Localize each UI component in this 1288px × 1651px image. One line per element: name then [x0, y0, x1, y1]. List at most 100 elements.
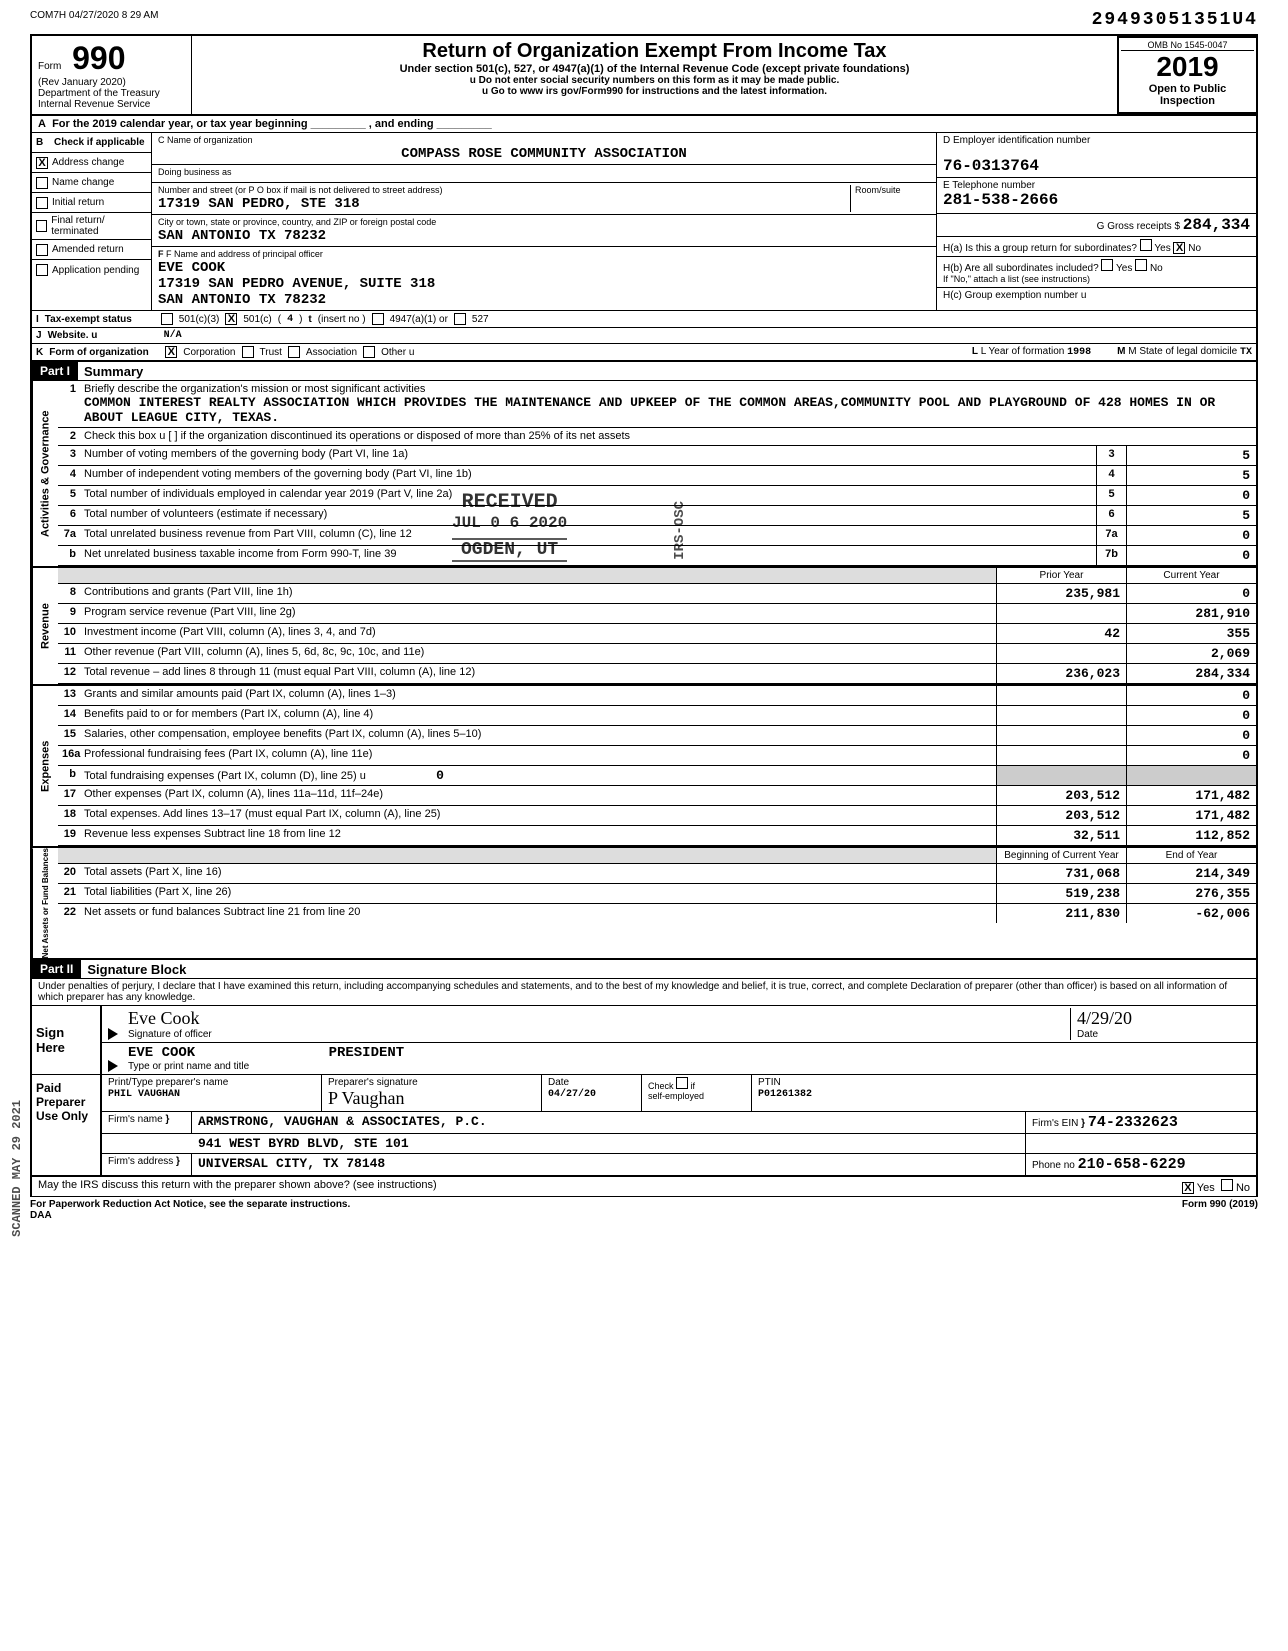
ha-no-cb[interactable]: X — [1173, 242, 1185, 254]
l14-curr: 0 — [1126, 706, 1256, 725]
cb-discuss-yes[interactable]: X — [1182, 1182, 1194, 1194]
state-domicile: TX — [1240, 347, 1252, 358]
firm-phone-label: Phone no — [1032, 1160, 1075, 1171]
cb-amended[interactable] — [36, 244, 48, 256]
sig-date: 4/29/20 — [1077, 1008, 1132, 1028]
sig-date-label: Date — [1077, 1029, 1098, 1040]
tax-year: 2019 — [1121, 51, 1254, 83]
form-org-label: Form of organization — [49, 347, 159, 358]
arrow-icon — [108, 1060, 118, 1072]
no-label: No — [1236, 1182, 1250, 1194]
dln: 29493051351U4 — [1092, 10, 1258, 30]
l16a-prior — [996, 746, 1126, 765]
stamp-ogden: OGDEN, UT — [452, 538, 567, 562]
l15-text: Salaries, other compensation, employee b… — [80, 726, 996, 745]
l8-text: Contributions and grants (Part VIII, lin… — [80, 584, 996, 603]
l12-prior: 236,023 — [996, 664, 1126, 683]
addr-label: Number and street (or P O box if mail is… — [158, 185, 442, 195]
hb-yes-cb[interactable] — [1101, 259, 1113, 271]
form-note1: u Do not enter social security numbers o… — [200, 75, 1109, 86]
preparer-signature: P Vaughan — [328, 1088, 405, 1108]
l7b-num: 7b — [1096, 546, 1126, 565]
l15-prior — [996, 726, 1126, 745]
l5-text: Total number of individuals employed in … — [80, 486, 1096, 505]
501c-num: 4 — [287, 314, 293, 325]
cb-label: Address change — [52, 157, 124, 168]
l10-text: Investment income (Part VIII, column (A)… — [80, 624, 996, 643]
form-note2: u Go to www irs gov/Form990 for instruct… — [200, 86, 1109, 97]
cb-label: Application pending — [52, 265, 139, 276]
other-label: Other u — [381, 347, 414, 358]
l7a-num: 7a — [1096, 526, 1126, 545]
l7b-text: Net unrelated business taxable income fr… — [80, 546, 1096, 565]
hb-no-cb[interactable] — [1135, 259, 1147, 271]
org-addr: 17319 SAN PEDRO, STE 318 — [158, 196, 360, 212]
cb-corp[interactable]: X — [165, 346, 177, 358]
stamp-irs-osc: IRS-OSC — [672, 501, 688, 560]
cb-address-change[interactable]: X — [36, 157, 48, 169]
check-if-applicable: B Check if applicable XAddress change Na… — [32, 133, 152, 310]
l11-prior — [996, 644, 1126, 663]
firm-phone: 210-658-6229 — [1078, 1156, 1186, 1173]
stamp-date: JUL 0 6 2020 — [452, 514, 567, 532]
l20-curr: 214,349 — [1126, 864, 1256, 883]
501c-label: 501(c) — [243, 314, 271, 325]
cb-label: Name change — [52, 177, 114, 188]
l7a-val: 0 — [1126, 526, 1256, 545]
self-employed-label: self-employed — [648, 1091, 704, 1101]
part2-title: Signature Block — [87, 962, 186, 977]
cb-assoc[interactable] — [288, 346, 300, 358]
l9-curr: 281,910 — [1126, 604, 1256, 623]
form-number: 990 — [72, 40, 125, 77]
no-label: No — [1188, 243, 1201, 254]
omb: OMB No 1545-0047 — [1121, 40, 1254, 51]
officer-name: EVE COOK — [158, 260, 225, 276]
l6-text: Total number of volunteers (estimate if … — [80, 506, 1096, 525]
l3-val: 5 — [1126, 446, 1256, 465]
l21-prior: 519,238 — [996, 884, 1126, 903]
ha-yes-cb[interactable] — [1140, 239, 1152, 251]
revenue-label: Revenue — [32, 568, 58, 684]
cb-trust[interactable] — [242, 346, 254, 358]
l5-val: 0 — [1126, 486, 1256, 505]
officer-title: PRESIDENT — [329, 1045, 405, 1061]
cb-label: Amended return — [52, 244, 124, 255]
cb-application-pending[interactable] — [36, 264, 48, 276]
preparer-date: 04/27/20 — [548, 1089, 596, 1100]
assoc-label: Association — [306, 347, 357, 358]
l22-text: Net assets or fund balances Subtract lin… — [80, 904, 996, 923]
year-formation: 1998 — [1067, 347, 1091, 358]
part1-header: Part I — [32, 362, 78, 380]
tax-status-label: Tax-exempt status — [45, 314, 155, 325]
l2-text: Check this box u [ ] if the organization… — [80, 428, 1256, 445]
cb-initial-return[interactable] — [36, 197, 48, 209]
cb-527[interactable] — [454, 313, 466, 325]
cb-501c3[interactable] — [161, 313, 173, 325]
cb-501c[interactable]: X — [225, 313, 237, 325]
part1-title: Summary — [84, 364, 143, 379]
l16b-prior-shaded — [996, 766, 1126, 785]
perjury-statement: Under penalties of perjury, I declare th… — [30, 979, 1258, 1006]
l11-curr: 2,069 — [1126, 644, 1256, 663]
gross-receipts: 284,334 — [1183, 216, 1250, 234]
cb-discuss-no[interactable] — [1221, 1179, 1233, 1191]
firm-name: ARMSTRONG, VAUGHAN & ASSOCIATES, P.C. — [198, 1114, 487, 1129]
form-footer: Form 990 (2019) — [1182, 1199, 1258, 1221]
firm-ein-label: Firm's EIN — [1032, 1118, 1078, 1129]
l3-num: 3 — [1096, 446, 1126, 465]
ptin: P01261382 — [758, 1089, 812, 1100]
cb-final-return[interactable] — [36, 220, 47, 232]
l4-num: 4 — [1096, 466, 1126, 485]
row-a-text: For the 2019 calendar year, or tax year … — [52, 118, 492, 130]
org-name-label: C Name of organization — [158, 135, 253, 145]
cb-name-change[interactable] — [36, 177, 48, 189]
l12-text: Total revenue – add lines 8 through 11 (… — [80, 664, 996, 683]
cb-4947[interactable] — [372, 313, 384, 325]
cb-other[interactable] — [363, 346, 375, 358]
cb-self-employed[interactable] — [676, 1077, 688, 1089]
officer-label: F F Name and address of principal office… — [158, 249, 323, 259]
form-header: Form 990 (Rev January 2020) Department o… — [30, 34, 1258, 116]
prior-year-hdr: Prior Year — [996, 568, 1126, 583]
l9-text: Program service revenue (Part VIII, line… — [80, 604, 996, 623]
yes-label: Yes — [1116, 263, 1132, 274]
